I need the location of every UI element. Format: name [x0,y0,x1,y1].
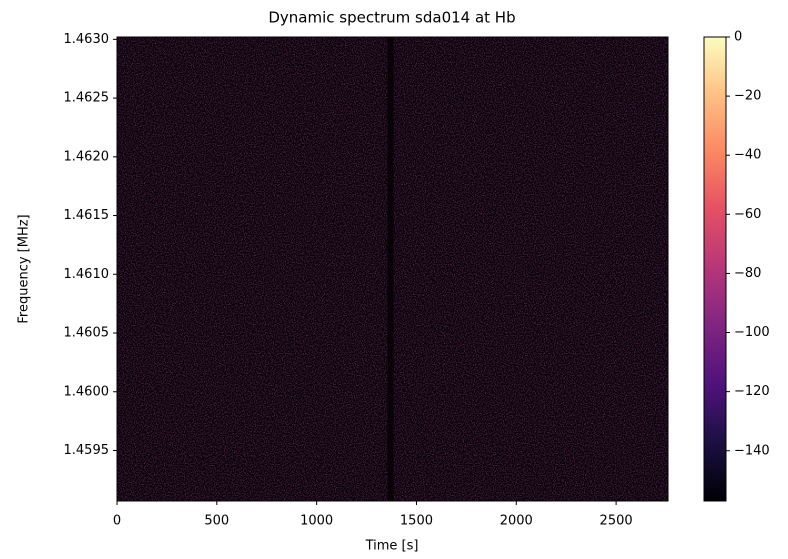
chart-title: Dynamic spectrum sda014 at Hb [268,9,515,27]
colorbar-tick-label: −100 [734,325,770,340]
y-tick-label: 1.4610 [64,267,110,282]
colorbar-tick-label: 0 [734,30,742,45]
colorbar-tick-label: −140 [734,443,770,458]
colorbar-tick-label: −80 [734,266,761,281]
y-tick-label: 1.4615 [64,208,110,223]
plot-area [117,37,668,501]
colorbar-tick-label: −20 [734,89,761,104]
x-axis-label: Time [s] [365,539,419,554]
y-tick-label: 1.4595 [64,443,110,458]
x-tick-label: 1500 [400,514,433,529]
rfi-stripe [387,37,394,501]
x-tick-label: 1000 [300,514,333,529]
colorbar-tick-label: −40 [734,148,761,163]
y-tick-label: 1.4630 [64,32,110,47]
y-tick-label: 1.4620 [64,149,110,164]
x-tick-label: 2000 [500,514,533,529]
colorbar-tick-label: −120 [734,384,770,399]
y-tick-label: 1.4625 [64,91,110,106]
x-tick-label: 500 [204,514,229,529]
y-axis-label: Frequency [MHz] [17,214,32,323]
colorbar [703,36,727,502]
y-tick-label: 1.4600 [64,384,110,399]
plot-frame [116,36,669,502]
x-tick-label: 0 [113,514,121,529]
colorbar-tick-label: −60 [734,207,761,222]
y-tick-label: 1.4605 [64,326,110,341]
x-tick-label: 2500 [600,514,633,529]
